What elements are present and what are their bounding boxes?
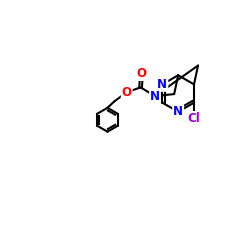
Text: Cl: Cl: [188, 112, 200, 125]
Text: O: O: [136, 67, 146, 80]
Text: O: O: [122, 86, 132, 99]
Text: N: N: [150, 90, 160, 102]
Text: N: N: [157, 78, 167, 91]
Text: N: N: [173, 105, 183, 118]
